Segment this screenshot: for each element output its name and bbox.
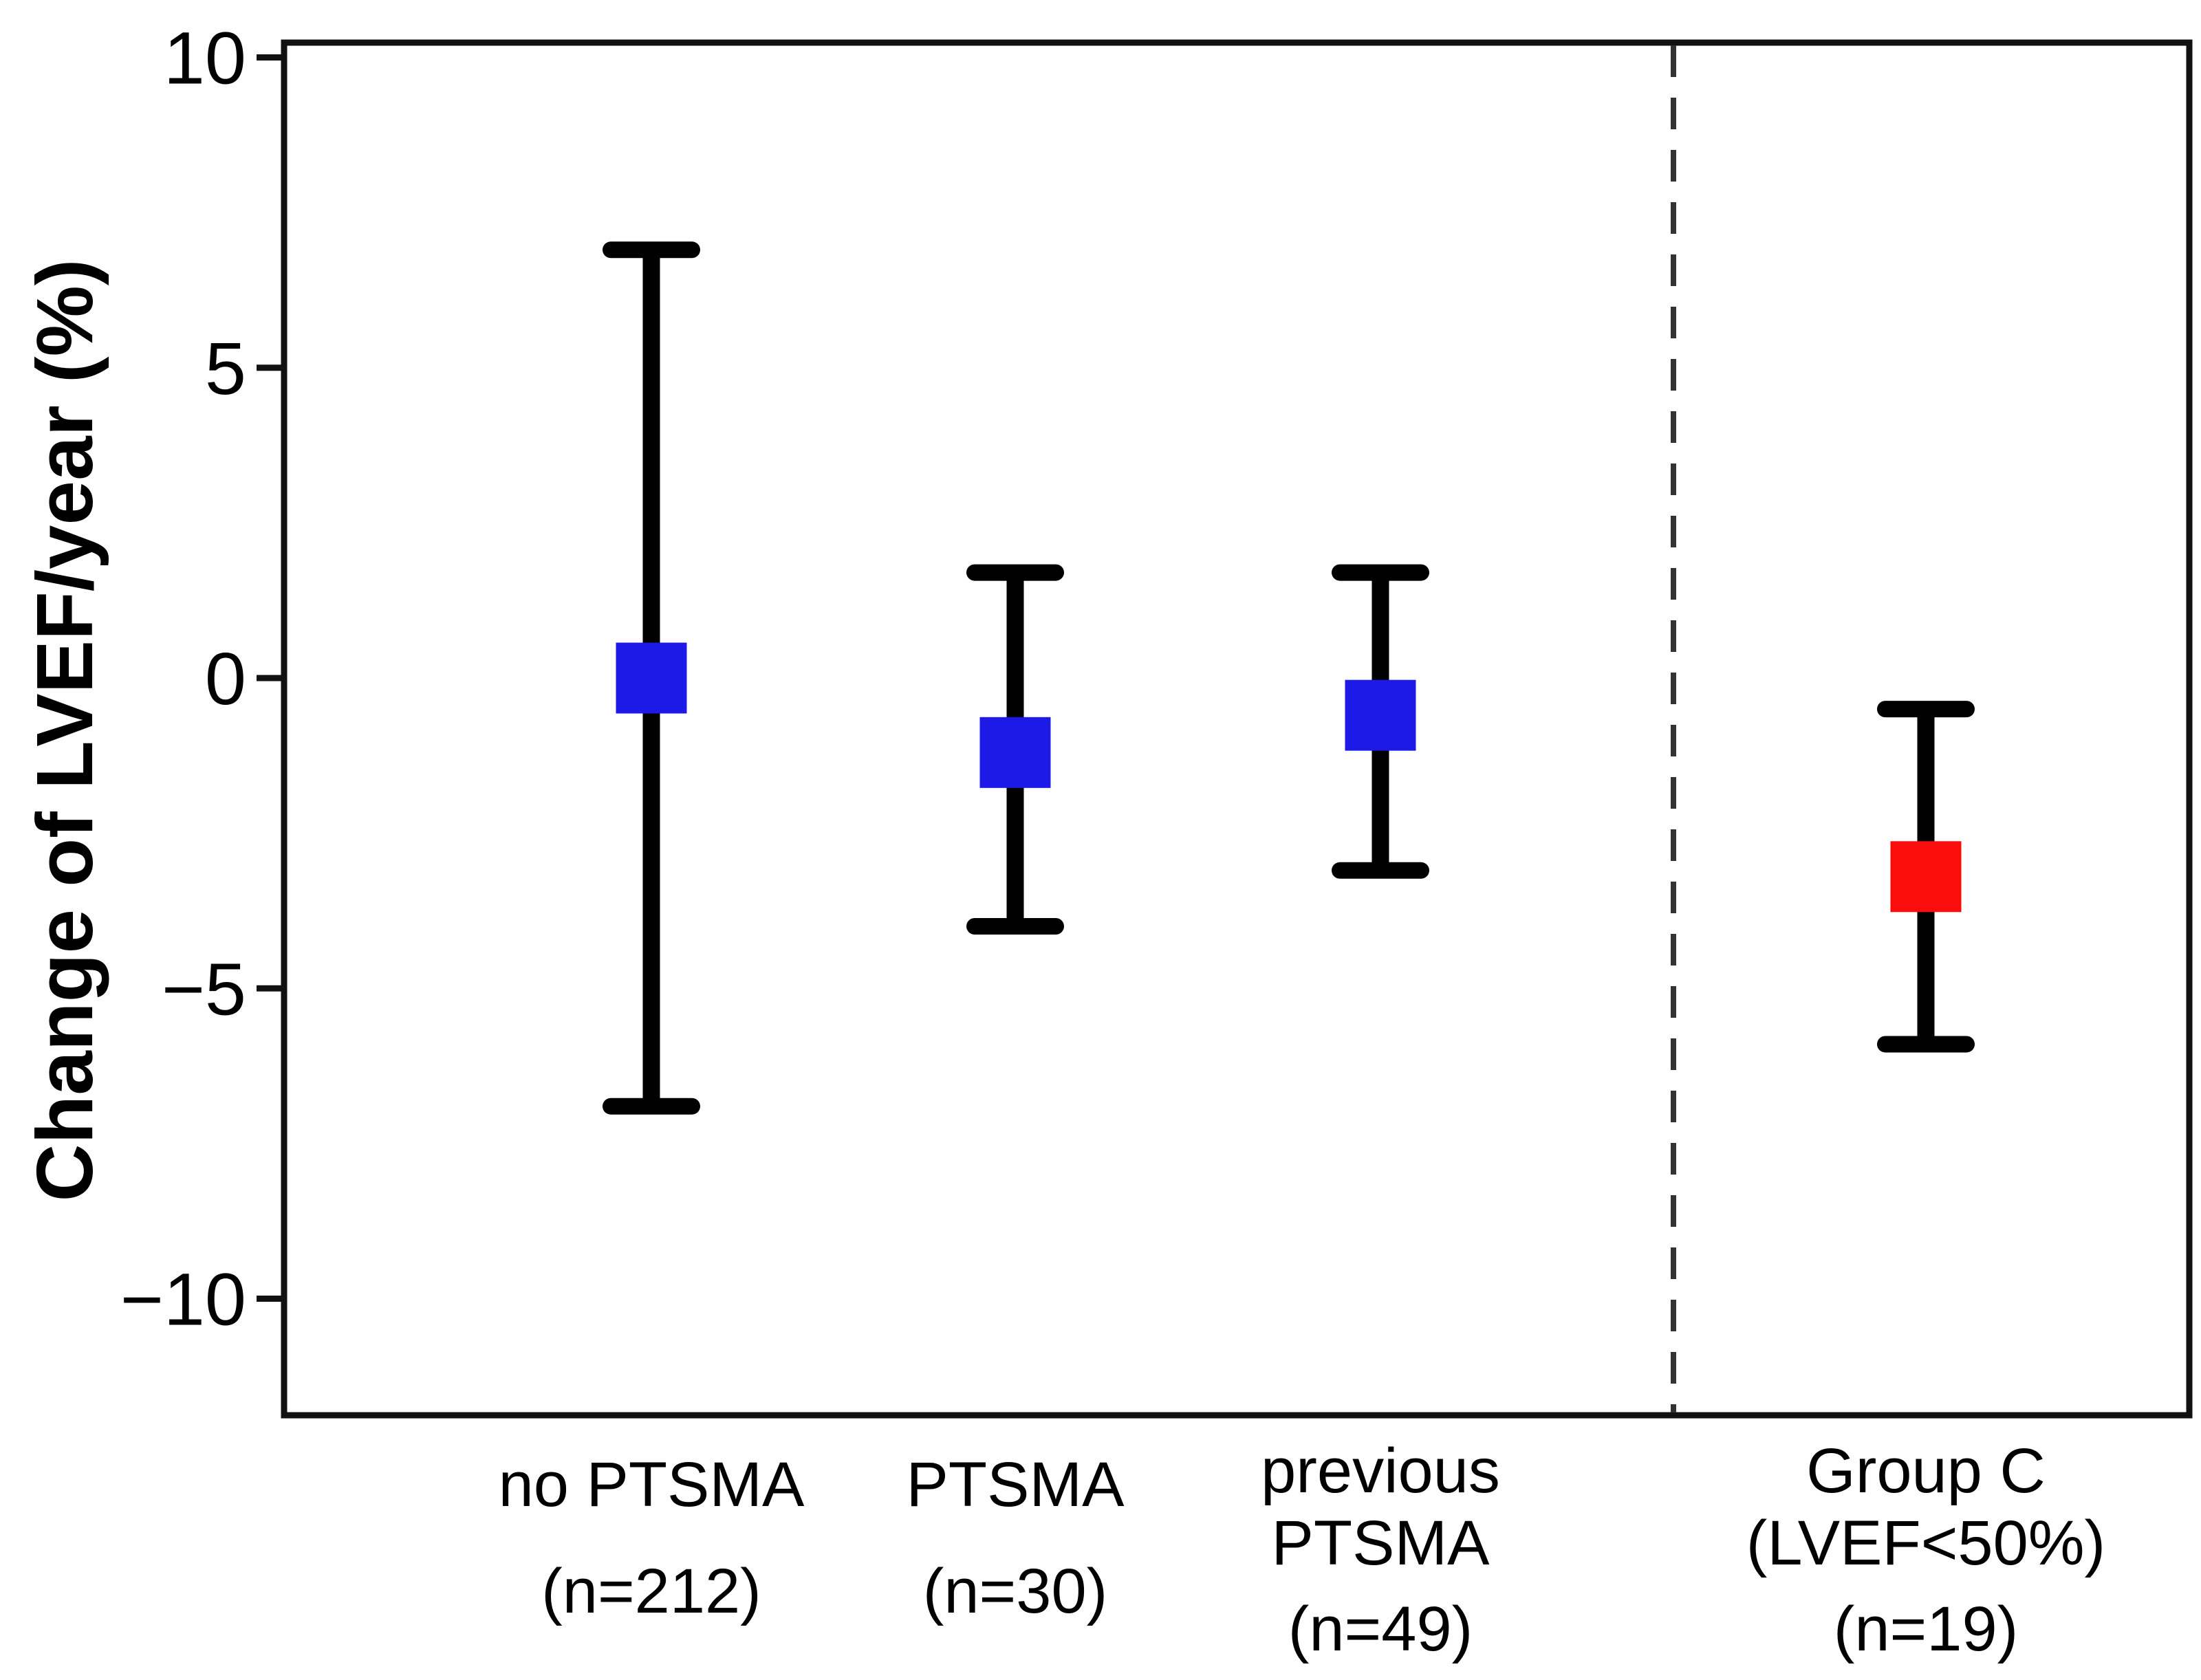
x-category-label: PTSMA	[907, 1450, 1125, 1520]
x-category-label: previous	[1261, 1436, 1500, 1506]
x-category-label: no PTSMA	[499, 1450, 805, 1520]
y-tick-label: 10	[164, 17, 246, 100]
x-category-label: (n=49)	[1288, 1594, 1473, 1664]
x-category-label: (n=30)	[923, 1556, 1108, 1626]
plot-border	[281, 39, 2193, 1419]
mean-marker	[1890, 841, 1962, 913]
x-category-label: (n=19)	[1834, 1594, 2019, 1664]
y-tick-label: −5	[162, 947, 246, 1030]
y-axis-title: Change of LVEF/year (%)	[20, 259, 109, 1202]
y-tick-label: 0	[205, 637, 246, 720]
x-category-label: PTSMA	[1272, 1508, 1490, 1578]
mean-marker	[1345, 679, 1416, 751]
y-tick-label: −10	[120, 1258, 246, 1341]
x-category-label: (n=212)	[541, 1556, 761, 1626]
y-tick-label: 5	[205, 327, 246, 410]
x-category-label: Group C	[1806, 1436, 2046, 1506]
x-category-label: (LVEF<50%)	[1746, 1508, 2105, 1578]
mean-marker	[979, 717, 1051, 788]
mean-marker	[616, 642, 687, 714]
